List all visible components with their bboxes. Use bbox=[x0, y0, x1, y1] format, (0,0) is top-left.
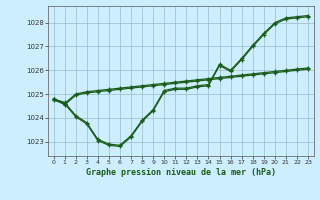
X-axis label: Graphe pression niveau de la mer (hPa): Graphe pression niveau de la mer (hPa) bbox=[86, 168, 276, 177]
